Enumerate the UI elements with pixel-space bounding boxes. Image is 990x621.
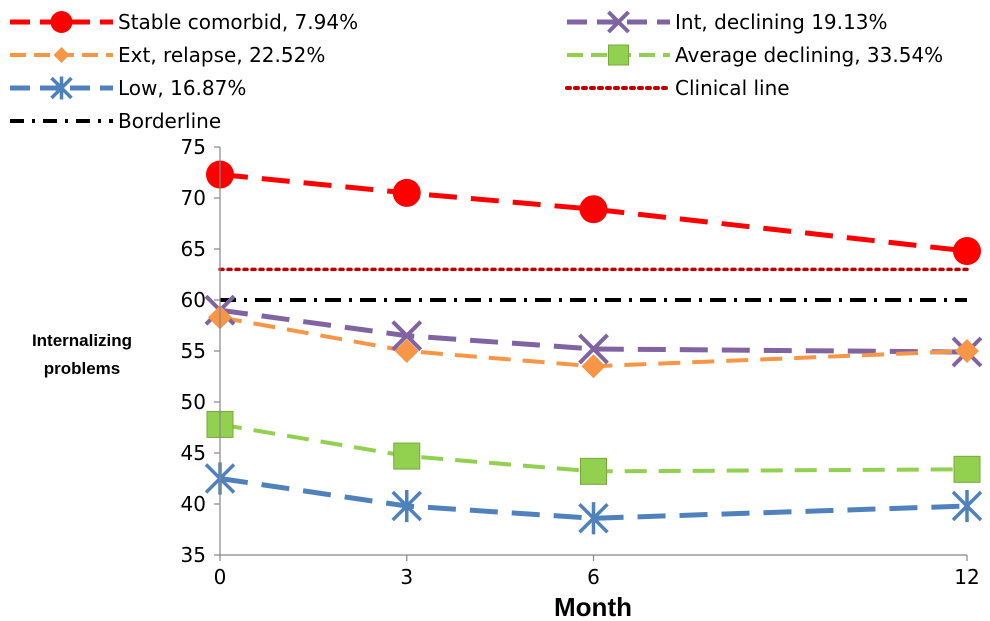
y-tick-label: 65 (181, 237, 206, 261)
legend-entry: Average declining, 33.54% (567, 43, 943, 67)
series-line (219, 476, 968, 521)
legend-swatch-marker (53, 47, 70, 63)
y-tick-label: 60 (181, 288, 206, 312)
legend-entry: Borderline (10, 109, 221, 133)
x-tick-label: 12 (954, 565, 979, 589)
y-tick-label: 50 (181, 390, 206, 414)
data-point (578, 502, 609, 535)
reference-lines (218, 267, 969, 302)
data-point (580, 457, 607, 485)
legend-label: Ext, relapse, 22.52% (118, 43, 325, 67)
legend-swatch-marker (50, 76, 73, 100)
legend-label: Clinical line (675, 76, 790, 100)
x-tick-label: 6 (587, 565, 600, 589)
y-axis-label-line-2: problems (44, 359, 121, 378)
data-point (391, 320, 423, 352)
series-markers (204, 160, 983, 535)
legend-label: Average declining, 33.54% (675, 43, 943, 67)
data-point (581, 354, 606, 379)
data-point (393, 442, 421, 470)
y-tick-label: 55 (181, 339, 206, 363)
legend-entry: Clinical line (565, 76, 790, 100)
x-axis-label: Month (554, 592, 632, 621)
legend-label: Int, declining 19.13% (675, 10, 887, 34)
y-tick-label: 35 (181, 543, 206, 567)
legend-swatch-marker (608, 44, 629, 66)
data-point (579, 195, 608, 224)
y-tick-label: 70 (181, 186, 206, 210)
x-axis-ticks: 0 3 6 12 (214, 555, 980, 589)
data-point (392, 178, 421, 207)
legend-entry: Low, 16.87% (10, 76, 246, 100)
y-axis-label-line-1: Internalizing (32, 331, 132, 350)
data-point (391, 489, 422, 523)
legend-entry: Ext, relapse, 22.52% (10, 43, 325, 67)
series-line (219, 422, 968, 474)
legend-label: Low, 16.87% (118, 76, 246, 100)
data-point (951, 489, 983, 523)
y-tick-label: 40 (181, 492, 206, 516)
legend-swatch-marker (607, 10, 630, 34)
data-point (953, 455, 981, 483)
legend-label: Borderline (118, 109, 221, 133)
legend-entry: Int, declining 19.13% (567, 10, 887, 34)
data-point (578, 333, 609, 365)
x-tick-label: 0 (214, 565, 227, 589)
series-lines (219, 172, 968, 521)
y-tick-label: 75 (181, 135, 206, 159)
legend-swatch-marker (50, 11, 73, 33)
legend-label: Stable comorbid, 7.94% (118, 10, 358, 34)
series-line (219, 315, 968, 369)
data-point (953, 237, 981, 266)
x-tick-label: 3 (400, 565, 413, 589)
y-tick-label: 45 (181, 441, 206, 465)
legend-entry: Stable comorbid, 7.94% (10, 10, 358, 34)
series-line (219, 307, 968, 355)
series-line (219, 172, 968, 254)
data-point (955, 339, 979, 363)
data-point (394, 339, 419, 363)
legend: Stable comorbid, 7.94% Int, declining 19.… (10, 10, 943, 133)
y-axis-ticks: 35 40 45 50 55 60 65 70 75 (181, 135, 220, 567)
